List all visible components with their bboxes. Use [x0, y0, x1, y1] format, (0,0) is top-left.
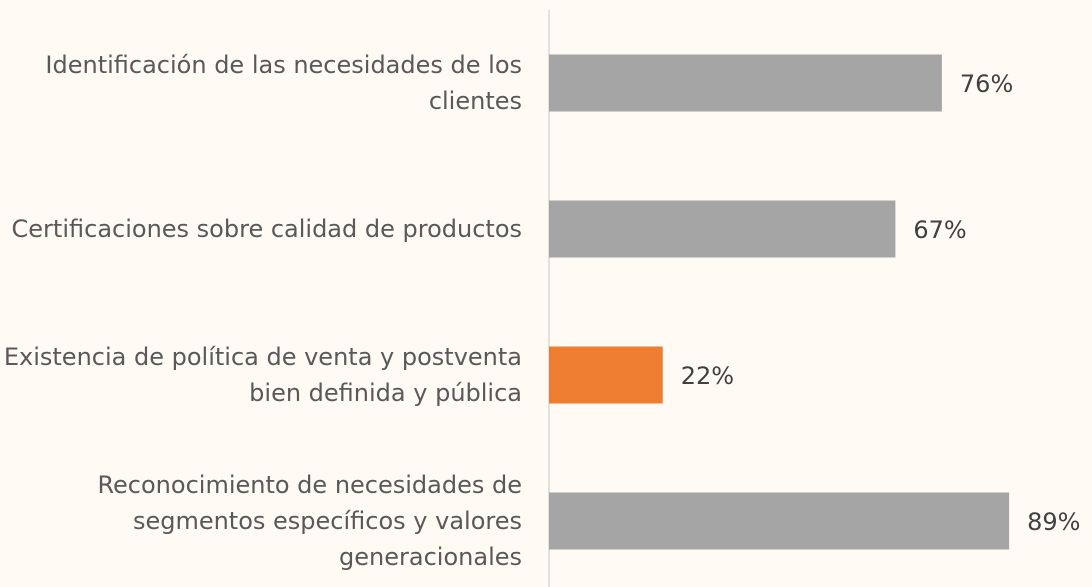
category-label: Certificaciones sobre calidad de product… [11, 215, 522, 243]
category-label: Reconocimiento de necesidades de segment… [97, 471, 522, 571]
category-label: Identificación de las necesidades de los… [45, 51, 522, 115]
value-label: 76% [960, 70, 1013, 98]
bar [549, 492, 1010, 550]
value-label: 67% [913, 216, 966, 244]
value-label: 89% [1027, 508, 1080, 536]
bar [549, 54, 942, 112]
bar [549, 346, 663, 404]
bar [549, 200, 896, 258]
value-label: 22% [681, 362, 734, 390]
category-label: Existencia de política de venta y postve… [3, 343, 522, 407]
